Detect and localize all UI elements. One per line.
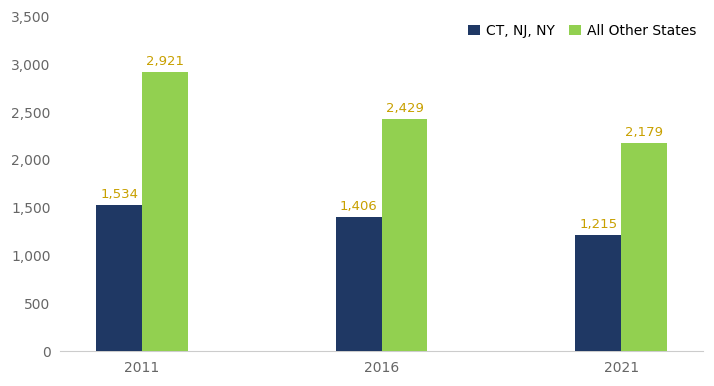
Bar [621,143,667,351]
Text: 1,534: 1,534 [100,188,138,201]
Text: 1,406: 1,406 [340,200,378,213]
Text: 2,429: 2,429 [386,102,423,115]
Legend: CT, NJ, NY, All Other States: CT, NJ, NY, All Other States [468,24,696,37]
Text: 2,179: 2,179 [625,126,663,139]
Bar [575,235,621,351]
Text: 2,921: 2,921 [146,55,184,68]
Text: 1,215: 1,215 [579,218,618,231]
Bar [336,217,381,351]
Bar [96,205,142,351]
Bar [381,119,428,351]
Bar [142,72,188,351]
